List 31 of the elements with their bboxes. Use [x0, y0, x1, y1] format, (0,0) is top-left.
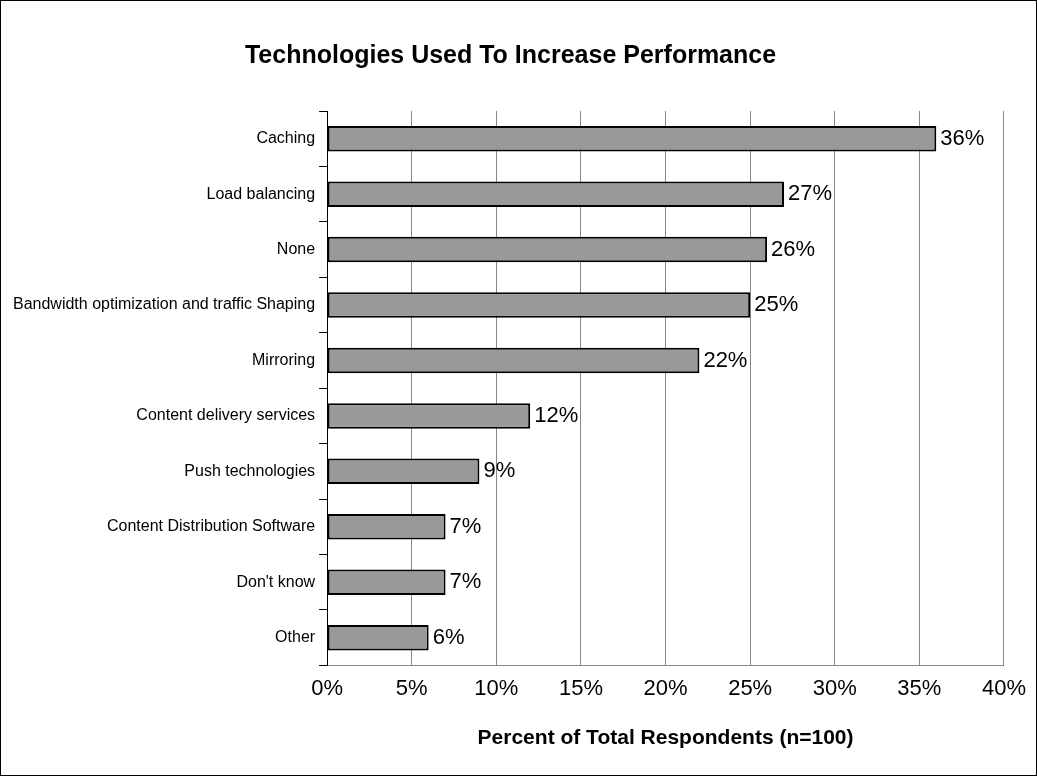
x-tick-label: 35%: [897, 674, 942, 700]
x-tick-label: 40%: [981, 674, 1027, 700]
x-tick-label: 5%: [395, 674, 428, 700]
data-label: 26%: [771, 235, 816, 261]
x-tick-label: 30%: [812, 674, 857, 700]
data-label: 12%: [534, 401, 579, 427]
y-tick-label: Bandwidth optimization and traffic Shaping: [12, 295, 316, 313]
x-tick-label: 25%: [728, 674, 773, 700]
y-tick-label: Caching: [256, 129, 316, 147]
data-label: 6%: [432, 623, 465, 649]
x-tick-label: 20%: [643, 674, 688, 700]
x-tick-label: 15%: [558, 674, 603, 700]
y-tick-label: Push technologies: [184, 461, 316, 479]
y-tick-label: Other: [275, 628, 316, 646]
y-tick-label: Content delivery services: [136, 406, 316, 424]
data-label: 27%: [788, 180, 833, 206]
chart-title: Technologies Used To Increase Performance: [244, 39, 777, 68]
data-label: 7%: [449, 512, 482, 538]
data-label: 25%: [754, 291, 799, 317]
data-label: 22%: [703, 346, 748, 372]
x-axis-title: Percent of Total Respondents (n=100): [477, 725, 854, 749]
x-tick-label: 0%: [311, 674, 344, 700]
y-tick-label: Load balancing: [206, 184, 316, 202]
x-tick-label: 10%: [474, 674, 519, 700]
y-tick-label: None: [276, 240, 316, 258]
y-tick-label: Content Distribution Software: [107, 517, 316, 535]
data-label: 9%: [483, 457, 516, 483]
y-tick-label: Mirroring: [251, 350, 316, 368]
data-label: 7%: [449, 568, 482, 594]
data-label: 36%: [940, 124, 985, 150]
y-tick-label: Don't know: [236, 572, 316, 590]
